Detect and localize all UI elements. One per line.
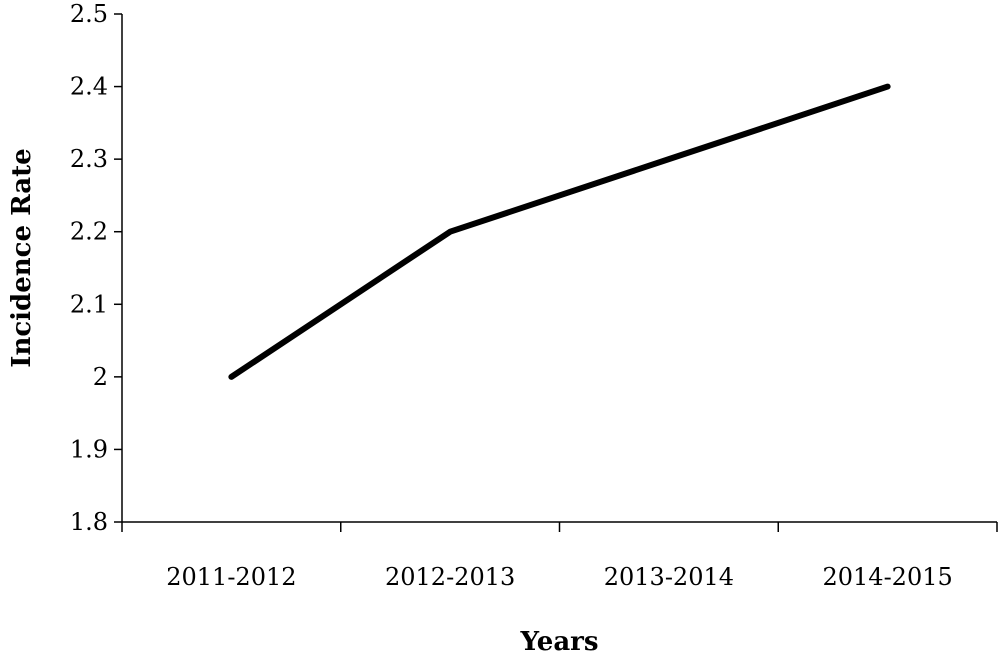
y-tick-label: 1.8 (70, 508, 108, 536)
y-tick-label: 1.9 (70, 435, 108, 463)
y-tick-label: 2.1 (70, 290, 108, 318)
y-tick-label: 2.5 (70, 0, 108, 28)
x-axis-title: Years (519, 627, 598, 657)
x-tick-label: 2014-2015 (822, 563, 952, 591)
y-axis-ticks: 1.8 1.9 2 2.1 2.2 2.3 2.4 2.5 (70, 0, 122, 536)
y-axis-title: Incidence Rate (7, 148, 37, 367)
y-tick-label: 2.4 (70, 73, 108, 101)
x-tick-label: 2012-2013 (385, 563, 515, 591)
y-tick-label: 2 (93, 363, 108, 391)
y-tick-label: 2.3 (70, 145, 108, 173)
x-tick-label: 2011-2012 (166, 563, 296, 591)
series-line (228, 83, 891, 380)
series-group (228, 83, 891, 380)
x-axis-ticks: 2011-2012 2012-2013 2013-2014 2014-2015 (121, 522, 998, 591)
y-tick-label: 2.2 (70, 218, 108, 246)
x-tick-label: 2013-2014 (604, 563, 734, 591)
